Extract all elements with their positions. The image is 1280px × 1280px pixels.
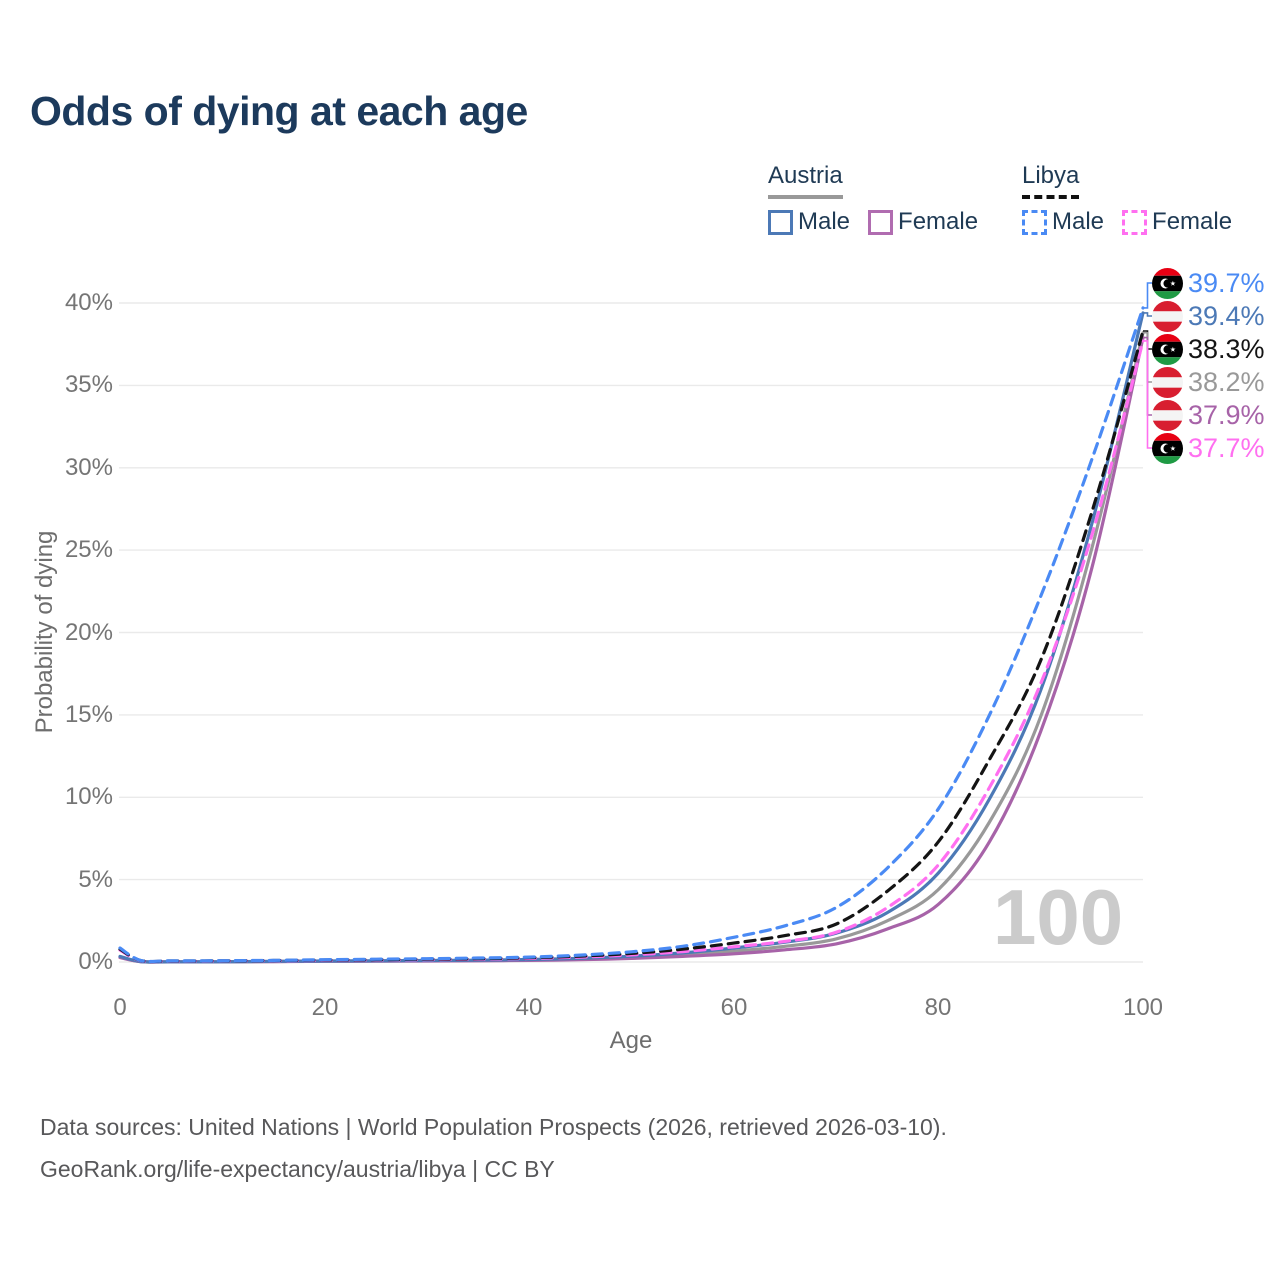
footer-line-attribution[interactable]: GeoRank.org/life-expectancy/austria/liby… <box>40 1156 555 1182</box>
legend-label-austria-female[interactable]: Female <box>898 208 979 235</box>
series-line-libya_male[interactable] <box>118 306 1145 964</box>
x-tick-label: 20 <box>311 994 339 1021</box>
y-tick-label: 15% <box>64 701 113 728</box>
series-line-austria_male[interactable] <box>118 311 1145 964</box>
end-label-austria_male[interactable]: 39.4% <box>1152 300 1265 332</box>
label-connector-libya_female <box>1143 340 1152 449</box>
legend-row-libya: Male Female <box>1022 208 1250 236</box>
label-connector-libya_both <box>1143 330 1152 350</box>
austria-flag-icon <box>1152 399 1183 431</box>
y-tick-label: 10% <box>64 783 113 810</box>
series-line-libya_female[interactable] <box>118 339 1145 964</box>
label-connector-austria_male <box>1143 312 1152 317</box>
end-label-austria_female[interactable]: 37.9% <box>1152 399 1265 431</box>
label-connector-austria_both <box>1143 331 1152 383</box>
end-label-value: 39.4% <box>1188 300 1265 331</box>
x-tick-label: 100 <box>1122 994 1164 1021</box>
page-title: Odds of dying at each age <box>30 88 528 134</box>
series-line-libya_both[interactable] <box>118 329 1145 964</box>
label-connector-austria_female <box>1143 336 1152 416</box>
hover-age-watermark: 100 <box>993 873 1124 961</box>
austria-flag-icon <box>1152 300 1183 332</box>
libya-flag-icon <box>1152 432 1183 464</box>
y-tick-label: 5% <box>78 866 113 893</box>
legend-swatch-austria-male-icon[interactable] <box>768 209 793 235</box>
x-tick-label: 40 <box>515 994 543 1021</box>
y-tick-label: 25% <box>64 536 113 563</box>
series-line-austria_female[interactable] <box>118 336 1145 964</box>
libya-flag-icon <box>1152 333 1183 365</box>
legend-label-libya-male[interactable]: Male <box>1052 208 1105 235</box>
y-tick-label: 30% <box>64 454 113 481</box>
legend-label-austria-male[interactable]: Male <box>798 208 851 235</box>
y-tick-label: 40% <box>64 289 113 316</box>
end-label-libya_male[interactable]: 39.7% <box>1152 267 1265 299</box>
label-connector-libya_male <box>1143 282 1152 309</box>
end-label-value: 37.7% <box>1188 432 1265 463</box>
end-label-value: 39.7% <box>1188 267 1265 298</box>
x-tick-label: 60 <box>720 994 748 1021</box>
legend-label-libya-female[interactable]: Female <box>1152 208 1233 235</box>
x-tick-label: 0 <box>113 994 127 1021</box>
end-label-value: 38.3% <box>1188 333 1265 364</box>
series-line-austria_both[interactable] <box>118 331 1145 964</box>
legend-swatch-austria-female-icon[interactable] <box>868 209 894 235</box>
legend-header-austria[interactable]: Austria <box>768 162 843 199</box>
legend-group-libya: Libya Male Female <box>1022 162 1250 236</box>
y-tick-label: 0% <box>78 948 113 975</box>
legend-swatch-libya-female-icon[interactable] <box>1122 209 1148 235</box>
y-tick-label: 35% <box>64 371 113 398</box>
end-label-libya_both[interactable]: 38.3% <box>1152 333 1265 365</box>
austria-flag-icon <box>1152 366 1183 398</box>
end-label-libya_female[interactable]: 37.7% <box>1152 432 1265 464</box>
footer-line-sources: Data sources: United Nations | World Pop… <box>40 1114 947 1140</box>
end-label-value: 37.9% <box>1188 399 1265 430</box>
end-label-value: 38.2% <box>1188 366 1265 397</box>
legend-row-austria: Male Female <box>768 208 996 236</box>
footer: Data sources: United Nations | World Pop… <box>40 1106 947 1190</box>
y-tick-label: 20% <box>64 619 113 646</box>
libya-flag-icon <box>1152 267 1183 299</box>
end-label-austria_both[interactable]: 38.2% <box>1152 366 1265 398</box>
legend-header-libya[interactable]: Libya <box>1022 162 1080 199</box>
x-tick-label: 80 <box>924 994 952 1021</box>
x-axis-title: Age <box>609 1027 653 1054</box>
legend-group-austria: Austria Male Female <box>768 162 996 236</box>
legend-swatch-libya-male-icon[interactable] <box>1022 209 1047 235</box>
